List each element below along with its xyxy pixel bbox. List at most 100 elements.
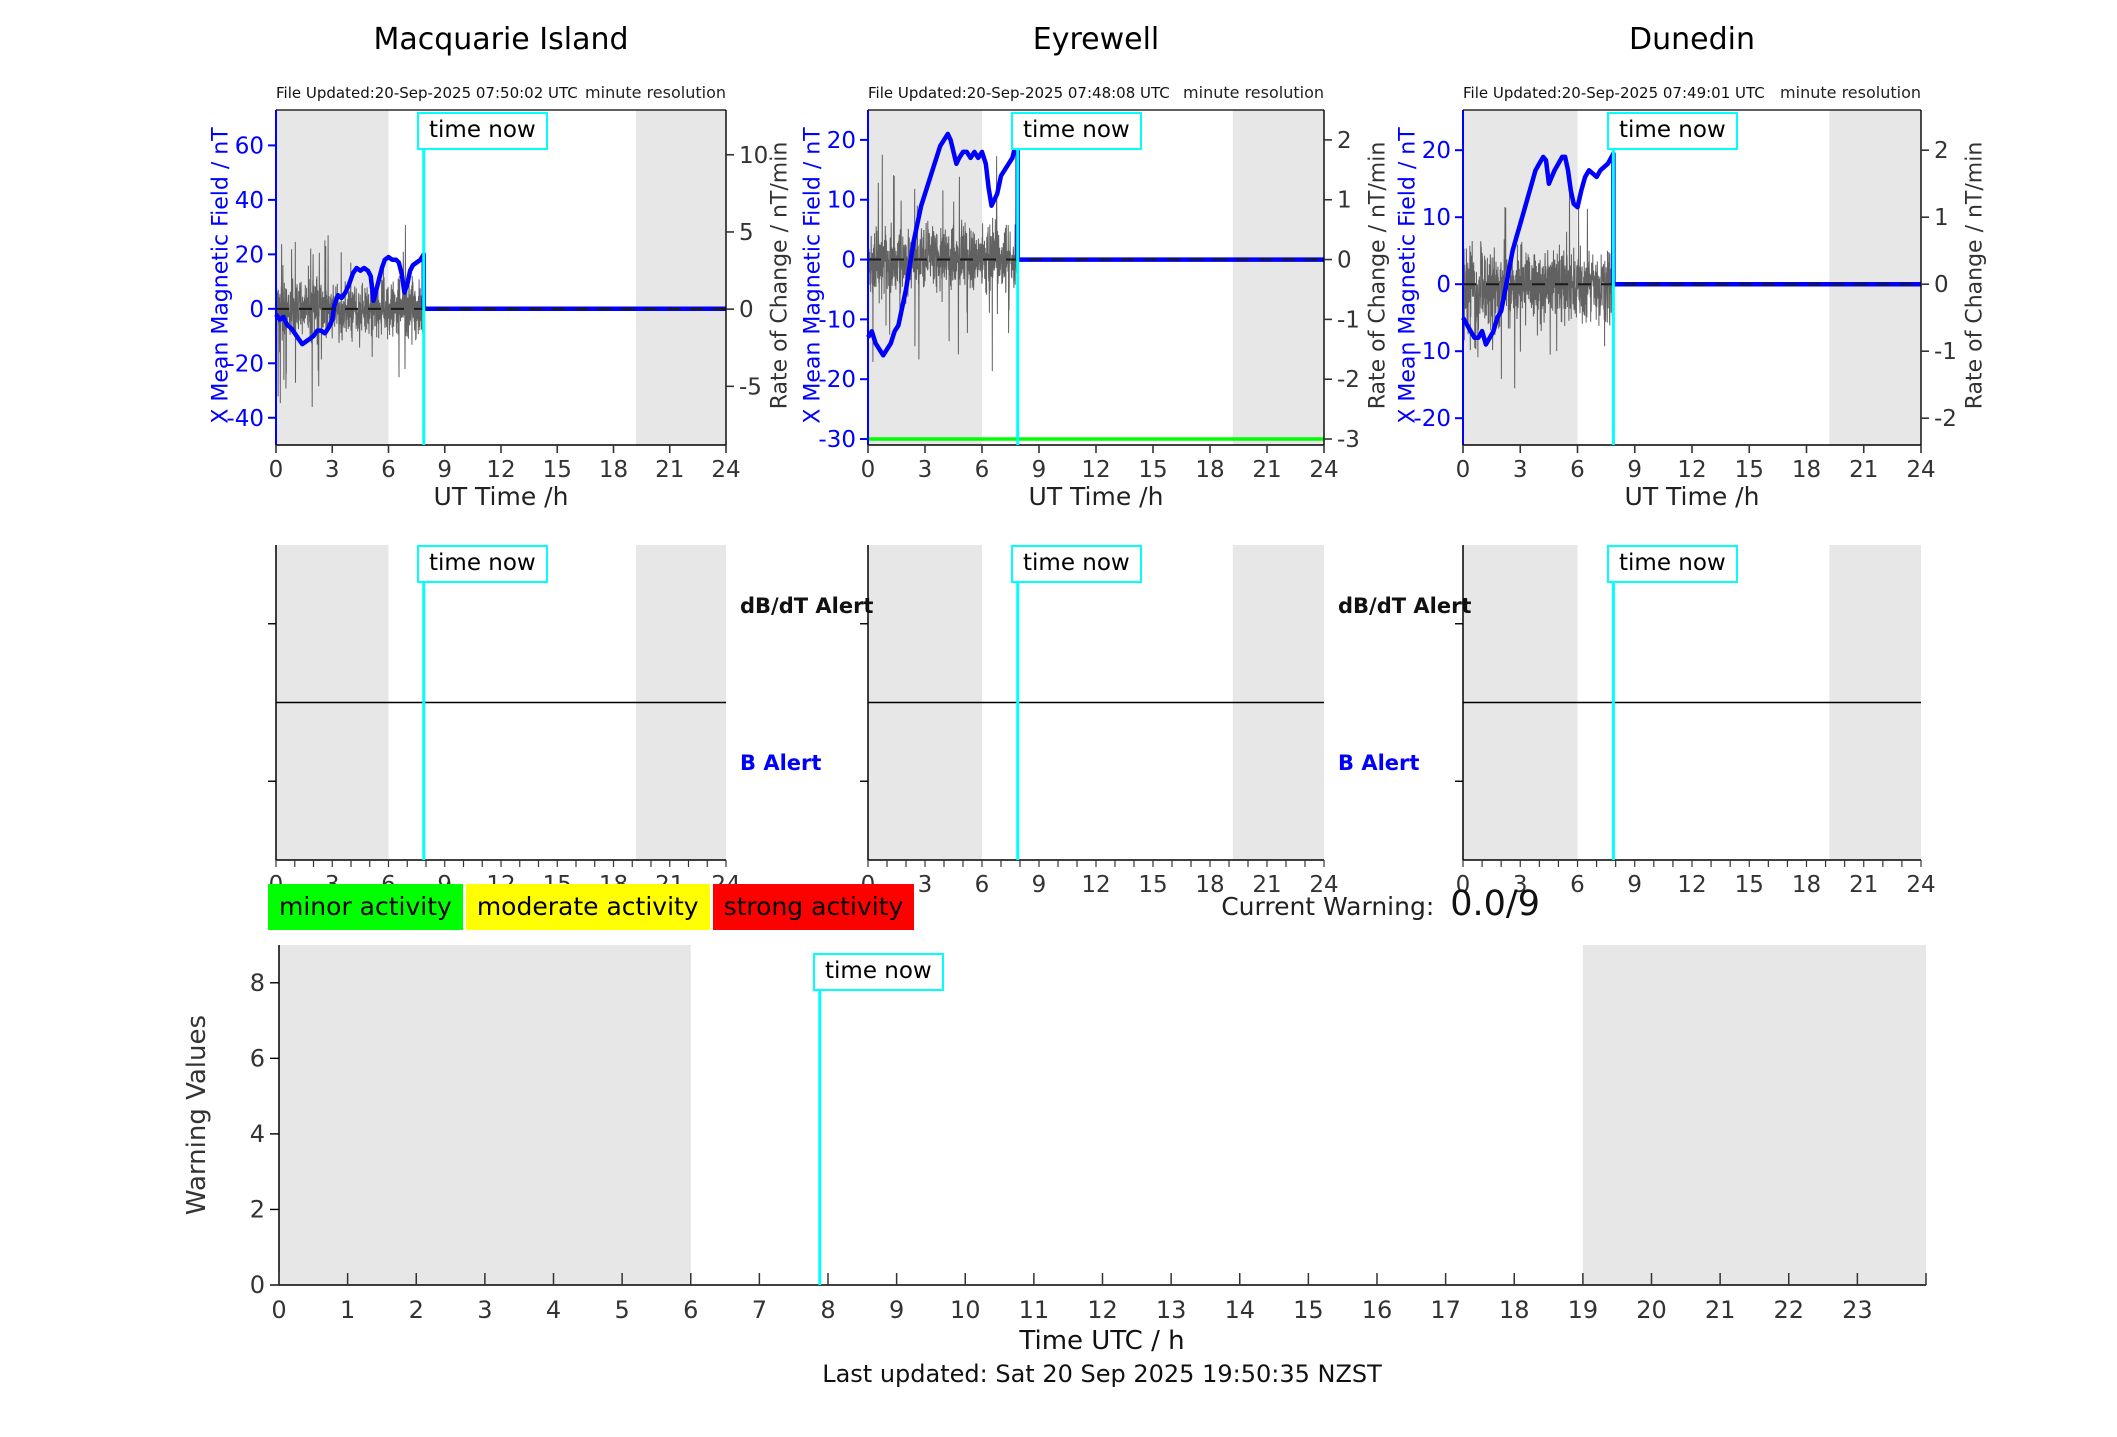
tick-label: -10 [818,307,856,333]
time-now-flag-mid-3: time now [1607,545,1738,583]
tick-label: 10 [827,188,856,214]
tick-label: 0 [739,297,754,323]
tick-label: 3 [1513,872,1528,898]
tick-label: 18 [1195,457,1224,483]
time-now-flag-mid-2: time now [1011,545,1142,583]
tick-label: 3 [325,457,340,483]
tick-label: -1 [1934,339,1957,365]
tick-label: -3 [1337,427,1360,453]
tick-label: 12 [486,457,515,483]
tick-label: 0 [250,1271,265,1299]
tick-label: 24 [1906,457,1935,483]
tick-label: 3 [477,1296,492,1324]
night-shading-band [1582,945,1926,1285]
tick-label: 19 [1568,1296,1599,1324]
tick-label: 12 [1081,872,1110,898]
tick-label: 10 [739,143,768,169]
tick-label: 9 [1627,872,1642,898]
station-title-macquarie-island: Macquarie Island [373,22,629,57]
tick-label: 2 [1934,138,1949,164]
tick-label: 60 [235,133,264,159]
tick-label: 6 [1570,872,1585,898]
time-now-flag-top-2: time now [1011,112,1142,150]
y-axis-label-right-2: Rate of Change / nT/min [1365,141,1391,410]
tick-label: 20 [1422,138,1451,164]
station-title-dunedin: Dunedin [1629,22,1755,57]
tick-label: 24 [711,457,740,483]
current-warning-label: Current Warning: [1221,892,1435,921]
time-now-flag-top-1: time now [417,112,548,150]
y-axis-label-right-3: Rate of Change / nT/min [1962,141,1988,410]
y-axis-label-left-3: X Mean Magnetic Field / nT [1395,127,1421,424]
tick-label: 0 [249,297,264,323]
minute-resolution-note-3: minute resolution [1780,83,1921,102]
tick-label: 12 [1677,872,1706,898]
current-warning-value: 0.0/9 [1450,884,1540,924]
night-shading-band [279,945,691,1285]
tick-label: 8 [250,969,265,997]
tick-label: -2 [1337,367,1360,393]
tick-label: 21 [1705,1296,1736,1324]
night-shading-band [636,110,726,445]
tick-label: 18 [1792,457,1821,483]
b-alert-label-2: B Alert [1338,751,1420,775]
tick-label: 21 [1849,457,1878,483]
tick-label: -20 [226,351,264,377]
y-axis-label-right-1: Rate of Change / nT/min [767,141,793,410]
warning-values-axis-label: Warning Values [182,1014,212,1216]
legend-minor-activity: minor activity [268,884,463,930]
tick-label: 2 [409,1296,424,1324]
tick-label: 10 [950,1296,981,1324]
file-updated-eyrewell: File Updated:20-Sep-2025 07:48:08 UTC [868,84,1170,102]
tick-label: 2 [250,1195,265,1223]
x-axis-title-2: UT Time /h [1028,482,1164,511]
tick-label: 18 [599,457,628,483]
tick-label: -20 [818,367,856,393]
tick-label: 15 [1138,872,1167,898]
time-utc-axis-label: Time UTC / h [1019,1326,1185,1356]
tick-label: 23 [1842,1296,1873,1324]
tick-label: 5 [739,220,754,246]
magnetic-field-series [274,252,726,347]
tick-label: 9 [437,457,452,483]
rate-of-change-noise-trace [867,154,1019,372]
tick-label: 0 [1436,272,1451,298]
tick-label: 15 [543,457,572,483]
y-axis-label-left-2: X Mean Magnetic Field / nT [800,127,826,424]
tick-label: 1 [1934,205,1949,231]
tick-label: 16 [1362,1296,1393,1324]
legend-strong-activity: strong activity [712,884,915,930]
tick-label: 5 [614,1296,629,1324]
tick-label: 9 [889,1296,904,1324]
magnetic-field-series [1461,151,1921,347]
tick-label: 9 [1032,872,1047,898]
tick-label: 0 [841,248,856,274]
minute-resolution-note-1: minute resolution [585,83,726,102]
file-updated-macquarie: File Updated:20-Sep-2025 07:50:02 UTC [276,84,578,102]
tick-label: 15 [1138,457,1167,483]
tick-label: 20 [827,128,856,154]
tick-label: 12 [1087,1296,1118,1324]
tick-label: 15 [1735,872,1764,898]
x-axis-title-3: UT Time /h [1624,482,1760,511]
tick-label: 21 [655,457,684,483]
x-axis-title-1: UT Time /h [433,482,569,511]
tick-label: 22 [1773,1296,1804,1324]
tick-label: -10 [1413,339,1451,365]
tick-label: 15 [1293,1296,1324,1324]
tick-label: 0 [1456,457,1471,483]
tick-label: -20 [1413,406,1451,432]
tick-label: 14 [1224,1296,1255,1324]
minute-resolution-note-2: minute resolution [1183,83,1324,102]
time-now-flag-mid-1: time now [417,545,548,583]
tick-label: 8 [820,1296,835,1324]
y-axis-label-left-1: X Mean Magnetic Field / nT [208,127,234,424]
magnetic-field-series [866,131,1324,358]
tick-label: 1 [340,1296,355,1324]
tick-label: 18 [1792,872,1821,898]
rate-of-change-noise-trace [275,216,425,407]
time-now-flag-bottom: time now [813,953,944,991]
activity-legend: minor activity moderate activity strong … [268,884,915,930]
